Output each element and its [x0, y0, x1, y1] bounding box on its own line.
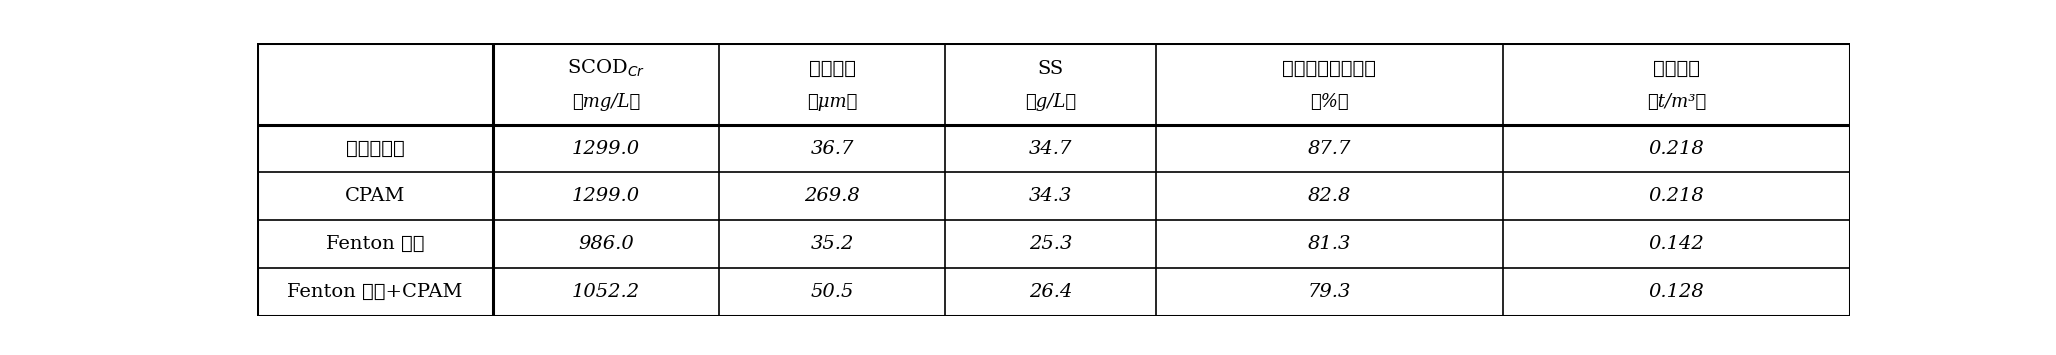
Bar: [720, 220, 946, 268]
Text: SCOD$_{Cr}$: SCOD$_{Cr}$: [567, 58, 646, 80]
Text: 34.7: 34.7: [1028, 140, 1071, 158]
Bar: [1155, 173, 1503, 220]
Bar: [720, 125, 946, 173]
Text: （mg/L）: （mg/L）: [572, 93, 639, 111]
Bar: [720, 268, 946, 316]
Text: 污泥粒径: 污泥粒径: [808, 60, 855, 78]
Text: 26.4: 26.4: [1028, 283, 1071, 301]
Text: 1299.0: 1299.0: [572, 140, 639, 158]
Bar: [946, 220, 1155, 268]
Text: 25.3: 25.3: [1028, 235, 1071, 253]
Bar: [1155, 43, 1503, 125]
Text: 50.5: 50.5: [810, 283, 853, 301]
Text: 35.2: 35.2: [810, 235, 853, 253]
Text: 269.8: 269.8: [804, 187, 859, 205]
Text: 1299.0: 1299.0: [572, 187, 639, 205]
Bar: [493, 220, 720, 268]
Bar: [946, 268, 1155, 316]
Bar: [1155, 220, 1503, 268]
Text: （g/L）: （g/L）: [1026, 93, 1075, 111]
Bar: [493, 268, 720, 316]
Bar: [1503, 268, 1850, 316]
Bar: [257, 173, 493, 220]
Text: 0.128: 0.128: [1649, 283, 1704, 301]
Text: SS: SS: [1038, 60, 1063, 78]
Text: 81.3: 81.3: [1308, 235, 1351, 253]
Bar: [493, 173, 720, 220]
Text: （%）: （%）: [1310, 93, 1349, 111]
Text: Fenton 试剂+CPAM: Fenton 试剂+CPAM: [288, 283, 463, 301]
Bar: [946, 173, 1155, 220]
Text: 79.3: 79.3: [1308, 283, 1351, 301]
Text: 36.7: 36.7: [810, 140, 853, 158]
Text: 82.8: 82.8: [1308, 187, 1351, 205]
Bar: [493, 43, 720, 125]
Text: 1052.2: 1052.2: [572, 283, 639, 301]
Bar: [1503, 220, 1850, 268]
Bar: [1155, 268, 1503, 316]
Text: 34.3: 34.3: [1028, 187, 1071, 205]
Bar: [1503, 43, 1850, 125]
Bar: [720, 43, 946, 125]
Text: Fenton 试剂: Fenton 试剂: [325, 235, 424, 253]
Text: 泥饵产量: 泥饵产量: [1653, 60, 1700, 78]
Text: 离心脱水后含水率: 离心脱水后含水率: [1283, 60, 1375, 78]
Text: 浓缩池污泥: 浓缩池污泥: [345, 140, 405, 158]
Bar: [257, 220, 493, 268]
Text: （μm）: （μm）: [808, 93, 857, 111]
Bar: [493, 125, 720, 173]
Bar: [1503, 125, 1850, 173]
Bar: [1503, 173, 1850, 220]
Text: 0.218: 0.218: [1649, 140, 1704, 158]
Bar: [257, 43, 493, 125]
Bar: [257, 125, 493, 173]
Bar: [946, 125, 1155, 173]
Text: 0.218: 0.218: [1649, 187, 1704, 205]
Bar: [257, 268, 493, 316]
Bar: [720, 173, 946, 220]
Bar: [1155, 125, 1503, 173]
Text: 0.142: 0.142: [1649, 235, 1704, 253]
Bar: [946, 43, 1155, 125]
Text: （t/m³）: （t/m³）: [1647, 93, 1706, 111]
Text: 986.0: 986.0: [578, 235, 633, 253]
Text: CPAM: CPAM: [345, 187, 405, 205]
Text: 87.7: 87.7: [1308, 140, 1351, 158]
